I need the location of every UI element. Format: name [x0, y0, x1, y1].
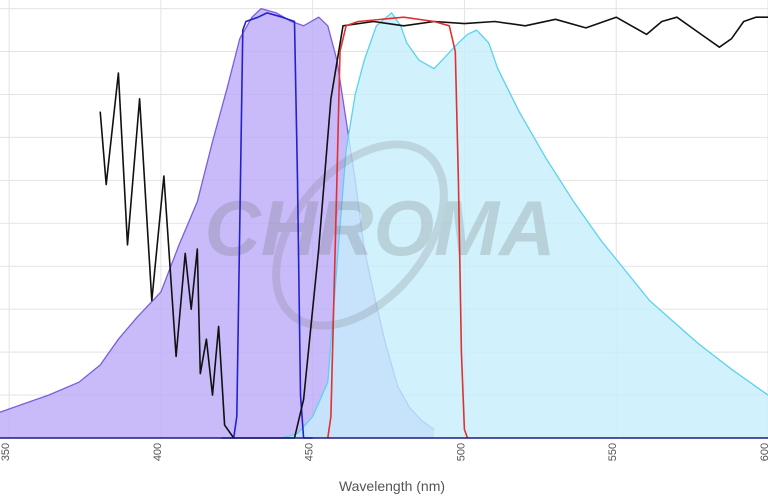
x-ticks: 350 400 450 500 550 600 — [0, 443, 768, 461]
watermark-text: CHROMA — [205, 184, 556, 272]
area-outline — [282, 11, 768, 439]
lines — [99, 12, 768, 439]
line — [99, 16, 768, 439]
x-tick-label: 500 — [455, 443, 467, 461]
watermark-swoosh — [272, 140, 448, 330]
x-tick-label: 550 — [607, 443, 619, 461]
line — [327, 16, 469, 439]
x-tick-label: 450 — [304, 443, 316, 461]
x-tick-label: 350 — [0, 443, 12, 461]
x-tick-label: 400 — [152, 443, 164, 461]
x-tick-label: 600 — [759, 443, 768, 461]
area — [282, 12, 768, 439]
x-axis-label: Wavelength (nm) — [339, 478, 445, 494]
area — [0, 8, 435, 438]
line — [221, 12, 313, 439]
watermark: CHROMA — [205, 140, 556, 330]
plot-area — [0, 7, 768, 439]
